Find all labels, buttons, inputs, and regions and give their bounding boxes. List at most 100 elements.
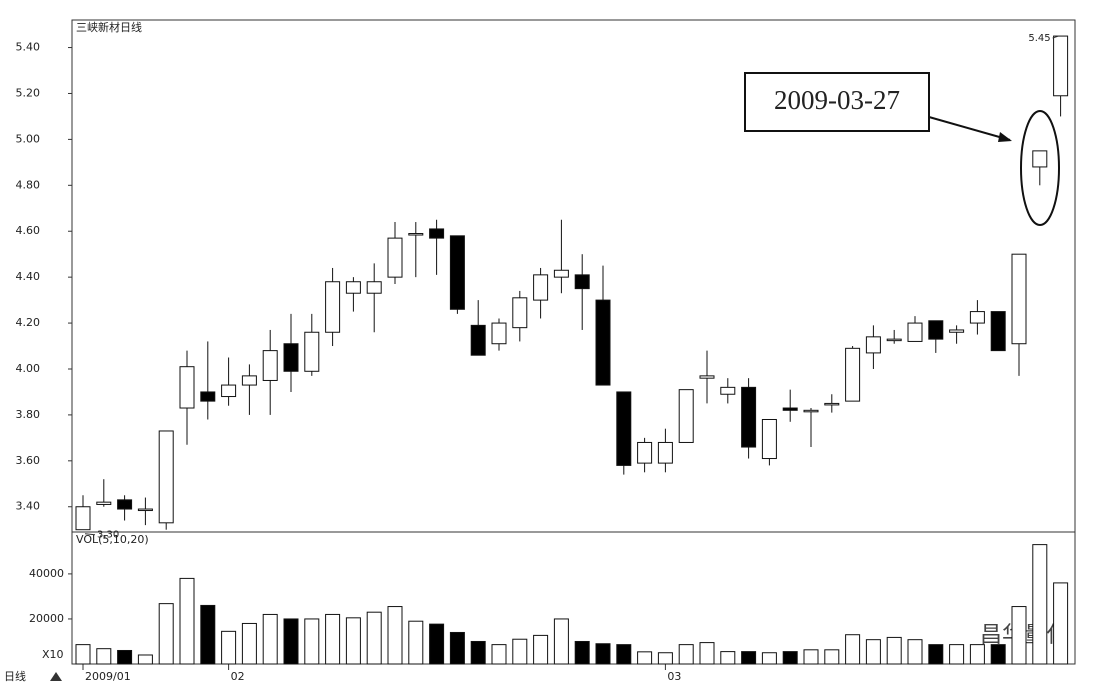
high-pointer [1052,35,1059,39]
volume-bar [616,644,632,665]
candle-body [429,228,445,239]
candle-body [553,269,569,278]
candle-body [533,274,549,301]
volume-bar [699,642,715,665]
volume-bar [1032,544,1048,665]
volume-bar [803,649,819,665]
candle-body [928,320,944,340]
candle-body [262,350,278,381]
y-tick-label: 3.80 [16,408,41,421]
candle-body [595,299,611,386]
volume-bar [990,644,1006,665]
volume-bar [366,611,382,665]
candle-body [720,386,736,395]
volume-frame [71,531,1076,665]
volume-bar [491,644,507,665]
period-icon [50,672,62,681]
annotation-ellipse [1020,110,1060,226]
volume-bar [200,604,216,665]
volume-bar [886,636,902,665]
candle-body [969,311,985,324]
candle-body [366,281,382,294]
volume-bar [221,630,237,665]
unit-label: X10 [42,648,64,661]
candle-body [1053,35,1069,97]
volume-bar [408,620,424,665]
volume-bar [1011,606,1027,665]
candle-body [803,409,819,413]
y-tick-label: 5.40 [16,41,41,54]
period-label: 日线 [4,669,26,683]
low-label: 3.30 [97,530,119,541]
y-tick-label: 4.40 [16,270,41,283]
volume-bar [512,638,528,665]
y-tick-label: 4.60 [16,224,41,237]
volume-bar [429,623,445,665]
y-tick-label: 5.20 [16,86,41,99]
volume-bar [345,617,361,665]
annotation-text: 2009-03-27 [774,85,900,115]
volume-bar [179,577,195,665]
candle-body [865,336,881,354]
y-tick-label: 40000 [29,567,64,580]
candle-body [637,441,653,464]
volume-bar [595,643,611,665]
x-tick-label: 2009/01 [85,670,131,683]
candle-body [741,386,757,448]
candle-body [949,329,965,333]
candle-body [345,281,361,294]
volume-bar [1053,582,1069,665]
volume-bar [533,634,549,665]
candle-body [137,508,153,512]
volume-bar [761,652,777,665]
chart-title: 三峡新材日线 [76,20,142,34]
candle-body [158,430,174,524]
annotation-arrowhead [998,132,1012,142]
high-label: 5.45 [1028,33,1050,44]
candle-body [241,375,257,386]
volume-bar [845,634,861,665]
volume-bar [907,639,923,665]
candle-body [1032,150,1048,168]
candle-body [574,274,590,290]
volume-bar [96,648,112,665]
volume-bar [678,644,694,665]
candle-body [845,347,861,402]
y-tick-label: 4.20 [16,316,41,329]
annotation-arrow [928,116,1011,141]
volume-bar [720,651,736,665]
candle-body [657,441,673,464]
volume-bar [657,652,673,665]
volume-bar [865,639,881,665]
candle-body [179,366,195,409]
candle-body [221,384,237,398]
candle-body [824,402,840,406]
volume-bar [637,651,653,665]
candle-body [408,233,424,236]
volume-bar [574,640,590,665]
candle-body [200,391,216,402]
candle-body [990,311,1006,352]
volume-bar [928,644,944,665]
candle-body [1011,253,1027,345]
candle-body [96,501,112,505]
candle-body [491,322,507,345]
volume-bar [449,631,465,665]
candle-body [387,237,403,278]
volume-bar [741,651,757,665]
volume-bar [949,644,965,665]
annotation-box [744,72,930,132]
volume-bar [824,649,840,665]
y-tick-label: 3.60 [16,454,41,467]
y-tick-label: 4.80 [16,178,41,191]
candle-body [761,418,777,460]
candle-body [782,407,798,411]
candle-body [283,343,299,372]
volume-bar [782,651,798,665]
candle-body [75,506,91,531]
volume-bar [387,606,403,665]
volume-bar [262,613,278,665]
volume-bar [283,618,299,665]
